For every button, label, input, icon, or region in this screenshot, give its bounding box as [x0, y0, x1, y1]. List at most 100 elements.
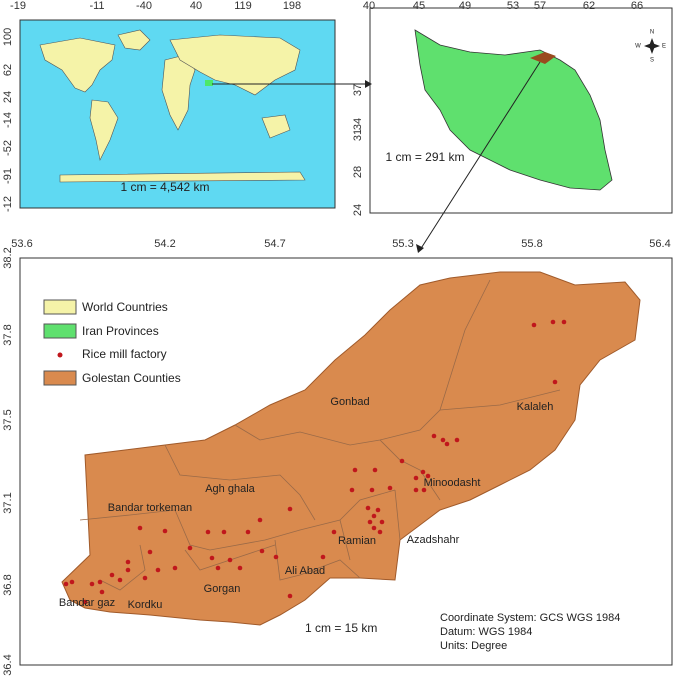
rice-mill — [349, 487, 355, 493]
top-tick-label: 55.8 — [521, 238, 542, 250]
rice-mill — [387, 485, 393, 491]
rice-mill — [97, 579, 103, 585]
rice-mill — [431, 433, 437, 439]
compass-w: W — [635, 44, 641, 50]
rice-mill — [187, 545, 193, 551]
note: Units: Degree — [440, 640, 507, 652]
top-tick-label: 55.3 — [392, 238, 413, 250]
county-label: Minoodasht — [424, 477, 481, 489]
rice-mill — [413, 475, 419, 481]
rice-mills — [63, 319, 567, 605]
county-label: Gorgan — [204, 583, 241, 595]
rice-mill — [162, 528, 168, 534]
rice-mill — [155, 567, 161, 573]
county-label: Ali Abad — [285, 565, 325, 577]
rice-mill — [237, 565, 243, 571]
rice-mill — [257, 517, 263, 523]
rice-mill — [137, 525, 143, 531]
rice-mill — [413, 487, 419, 493]
rice-mill — [421, 487, 427, 493]
world-countries — [39, 29, 306, 183]
top-tick-label: -19 — [10, 0, 26, 12]
rice-mill — [365, 505, 371, 511]
top-tick-label: 53 — [507, 0, 519, 12]
county-label: Azadshahr — [407, 534, 460, 546]
legend-label: Iran Provinces — [82, 324, 159, 338]
top-tick-label: 45 — [413, 0, 425, 12]
rice-mill — [205, 529, 211, 535]
golestan-scale: 1 cm = 15 km — [305, 621, 377, 635]
rice-mill — [369, 487, 375, 493]
iran-provinces — [414, 29, 613, 191]
left-tick-label: -91 — [2, 168, 14, 184]
rice-mill — [82, 599, 88, 605]
rice-mill — [331, 529, 337, 535]
note: Datum: WGS 1984 — [440, 626, 532, 638]
left-tick-label: 38.2 — [2, 247, 14, 268]
golestan-counties — [61, 271, 641, 626]
legend-swatch — [57, 352, 63, 358]
top-tick-label: -11 — [89, 0, 104, 12]
left-tick-label: 36.4 — [2, 654, 14, 675]
legend-swatch — [43, 299, 77, 315]
left-tick-label: 24 — [2, 91, 14, 103]
rice-mill — [550, 319, 556, 325]
top-tick-label: 53.6 — [11, 238, 32, 250]
rice-mill — [142, 575, 148, 581]
rice-mill — [287, 593, 293, 599]
rice-mill — [89, 581, 95, 587]
top-tick-label: -40 — [136, 0, 152, 12]
county-label: Gonbad — [330, 396, 369, 408]
left-tick-label: 37.1 — [2, 492, 14, 513]
rice-mill — [245, 529, 251, 535]
left-tick-label: 37 — [352, 84, 364, 96]
county-label: Ramian — [338, 535, 376, 547]
left-tick-label: -12 — [2, 196, 14, 212]
golestan-inset — [530, 52, 556, 64]
rice-mill — [259, 548, 265, 554]
rice-mill — [379, 519, 385, 525]
left-tick-label: -52 — [2, 140, 14, 156]
top-tick-label: 49 — [459, 0, 471, 12]
note: Coordinate System: GCS WGS 1984 — [440, 612, 620, 624]
left-tick-label: 24 — [352, 204, 364, 216]
top-tick-label: 57 — [534, 0, 546, 12]
top-tick-label: 56.4 — [649, 238, 670, 250]
left-tick-label: -14 — [2, 112, 14, 128]
left-tick-label: 37.8 — [2, 324, 14, 345]
rice-mill — [454, 437, 460, 443]
top-tick-label: 198 — [283, 0, 301, 12]
rice-mill — [552, 379, 558, 385]
rice-mill — [372, 467, 378, 473]
rice-mill — [352, 467, 358, 473]
county-label: Bandar gaz — [59, 597, 115, 609]
rice-mill — [125, 559, 131, 565]
rice-mill — [227, 557, 233, 563]
left-tick-label: 36.8 — [2, 574, 14, 595]
rice-mill — [367, 519, 373, 525]
compass-s: S — [650, 58, 654, 64]
rice-mill — [117, 577, 123, 583]
rice-mill — [147, 549, 153, 555]
left-tick-label: 62 — [2, 64, 14, 76]
rice-mill — [215, 565, 221, 571]
county-label: Kordku — [128, 599, 163, 611]
left-tick-label: 31 — [352, 129, 364, 141]
arrows — [212, 61, 541, 251]
rice-mill — [371, 513, 377, 519]
compass-n: N — [650, 30, 654, 36]
left-tick-label: 100 — [2, 28, 14, 46]
legend: World Countries Iran Provinces Rice mill… — [43, 299, 181, 386]
top-tick-label: 54.7 — [264, 238, 285, 250]
rice-mill — [99, 589, 105, 595]
rice-mill — [440, 437, 446, 443]
rice-mill — [221, 529, 227, 535]
iran-highlight — [205, 80, 213, 86]
world-scale: 1 cm = 4,542 km — [120, 180, 209, 194]
rice-mill — [371, 525, 377, 531]
county-label: Bandar torkeman — [108, 502, 192, 514]
county-label: Kalaleh — [517, 401, 554, 413]
top-tick-label: 54.2 — [154, 238, 175, 250]
compass: N E S W — [635, 30, 666, 64]
